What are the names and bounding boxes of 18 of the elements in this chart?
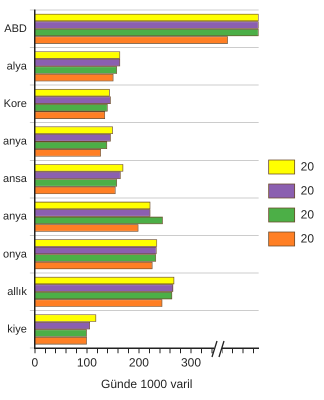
- y-tick-label: Kore: [4, 98, 27, 110]
- x-tick-label: 200: [128, 356, 150, 370]
- legend-label: 20: [300, 159, 314, 174]
- y-tick-label: alya: [6, 60, 28, 72]
- y-tick-label: kiye: [7, 323, 27, 336]
- x-axis-title: Günde 1000 varil: [101, 377, 192, 392]
- x-tick-label: 0: [32, 356, 39, 370]
- y-tick-label: anya: [2, 136, 28, 148]
- y-tick-label: allık: [7, 286, 28, 298]
- y-tick-label: anya: [2, 210, 28, 223]
- y-tick-label: onya: [2, 248, 28, 260]
- legend-label: 20: [300, 207, 314, 222]
- x-tick-label: 100: [76, 356, 98, 370]
- legend-label: 20: [300, 231, 314, 246]
- y-tick-label: ABD: [4, 22, 27, 35]
- legend-label: 20: [300, 183, 314, 198]
- x-tick-label: 300: [180, 356, 202, 370]
- y-tick-label: ansa: [2, 173, 28, 186]
